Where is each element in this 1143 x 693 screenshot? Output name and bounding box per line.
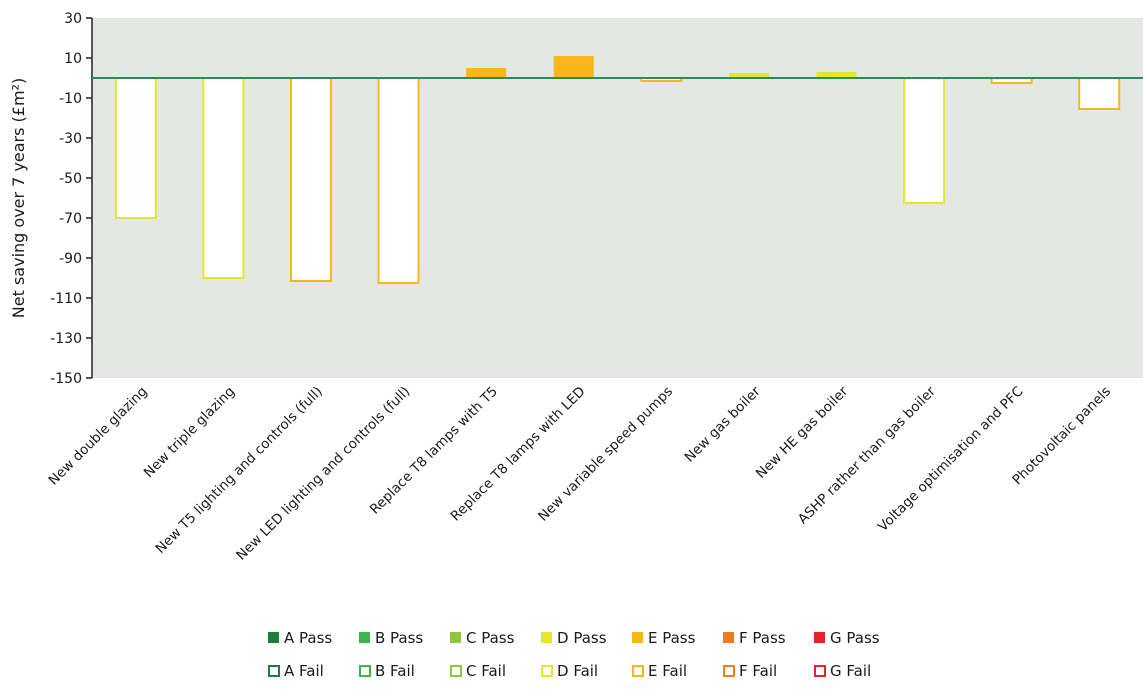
x-tick-label: Photovoltaic panels (1009, 384, 1114, 489)
legend-swatch (450, 665, 462, 677)
legend-label: E Pass (648, 629, 696, 647)
legend-item: C Fail (450, 662, 506, 680)
y-axis: 30 10 -10 -30 -50 -70 -90 -110 -130 -150 (50, 11, 93, 387)
x-tick-label: Voltage optimisation and PFC (875, 384, 1026, 535)
legend-label: G Pass (830, 629, 880, 647)
bar (553, 56, 594, 78)
y-tick-label: -70 (59, 211, 82, 227)
legend-label: E Fail (648, 662, 687, 680)
y-tick-label: -110 (50, 291, 82, 307)
legend-swatch (723, 632, 734, 643)
legend-label: F Pass (739, 629, 786, 647)
x-tick-label: ASHP rather than gas boiler (795, 383, 939, 527)
legend-item: A Fail (268, 662, 324, 680)
x-tick-label: New gas boiler (682, 383, 764, 465)
y-tick-label: -30 (59, 131, 82, 147)
legend-item: F Pass (723, 629, 786, 647)
legend-label: F Fail (739, 662, 777, 680)
x-tick-label: New T5 lighting and controls (full) (152, 384, 325, 557)
bar (377, 77, 420, 284)
y-tick-label: -10 (59, 91, 82, 107)
y-tick-label: -150 (50, 371, 82, 387)
legend-swatch (814, 632, 825, 643)
legend-swatch (359, 665, 371, 677)
legend-item: F Fail (723, 662, 777, 680)
legend-swatch (268, 665, 280, 677)
legend-swatch (723, 665, 735, 677)
legend-item: B Fail (359, 662, 415, 680)
bar (202, 77, 245, 279)
legend-swatch (359, 632, 370, 643)
legend-label: C Pass (466, 629, 515, 647)
y-tick-label: -50 (59, 171, 82, 187)
y-axis-title: Net saving over 7 years (£m²) (9, 78, 28, 318)
legend-label: A Pass (284, 629, 332, 647)
bar (1078, 77, 1121, 110)
legend-swatch (541, 632, 552, 643)
y-tick-label: 30 (64, 11, 82, 27)
bar (816, 72, 857, 78)
legend-label: B Pass (375, 629, 423, 647)
legend-item: G Pass (814, 629, 880, 647)
x-tick-label: New LED lighting and controls (full) (233, 384, 413, 564)
bar (289, 77, 332, 282)
bar (114, 77, 157, 219)
y-tick-label: 10 (64, 51, 82, 67)
legend-swatch (450, 632, 461, 643)
legend-label: G Fail (830, 662, 871, 680)
x-tick-label: New HE gas boiler (753, 383, 852, 482)
legend-swatch (541, 665, 553, 677)
legend-item: E Pass (632, 629, 696, 647)
legend-item: G Fail (814, 662, 871, 680)
bars (114, 56, 1121, 284)
legend-swatch (268, 632, 279, 643)
x-tick-label: New double glazing (46, 384, 151, 489)
legend-item: D Fail (541, 662, 598, 680)
legend-swatch (632, 632, 643, 643)
legend-item: A Pass (268, 629, 332, 647)
bar (466, 68, 507, 78)
legend-label: A Fail (284, 662, 324, 680)
legend: A Pass B Pass C Pass D Pass E Pass F Pass G Pa… (268, 629, 880, 680)
plot-area (92, 18, 1143, 378)
legend-swatch (632, 665, 644, 677)
legend-item: D Pass (541, 629, 607, 647)
legend-item: B Pass (359, 629, 423, 647)
y-tick-label: -130 (50, 331, 82, 347)
bar (903, 77, 946, 204)
legend-label: B Fail (375, 662, 415, 680)
legend-label: D Pass (557, 629, 607, 647)
y-tick-label: -90 (59, 251, 82, 267)
legend-label: D Fail (557, 662, 598, 680)
legend-label: C Fail (466, 662, 506, 680)
legend-swatch (814, 665, 826, 677)
bar (728, 73, 769, 78)
legend-item: C Pass (450, 629, 515, 647)
legend-item: E Fail (632, 662, 687, 680)
x-tick-label: New triple glazing (141, 384, 238, 481)
